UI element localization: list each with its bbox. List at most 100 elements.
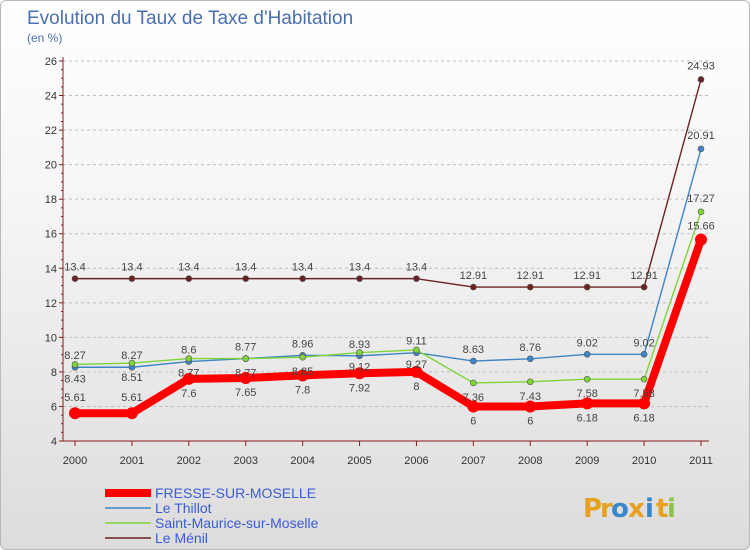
x-tick-label: 2006: [404, 455, 428, 467]
data-point: [353, 367, 366, 380]
data-label: 7.43: [520, 391, 541, 403]
proxiti-logo: Pro x i ti: [583, 494, 676, 524]
data-label: 13.4: [235, 262, 256, 274]
legend-label: Saint-Maurice-sur-Moselle: [155, 515, 319, 531]
data-point: [239, 371, 252, 384]
y-tick-label: 12: [45, 298, 57, 310]
legend-label: Le Thillot: [155, 500, 212, 516]
series-line-3: [71, 235, 705, 418]
data-point: [526, 283, 534, 291]
x-tick-label: 2011: [689, 455, 713, 467]
data-label: 8.27: [64, 350, 85, 362]
data-label: 8.63: [463, 344, 484, 356]
x-tick-label: 2000: [63, 455, 87, 467]
data-label: 6.18: [576, 412, 597, 424]
data-point: [697, 76, 705, 83]
data-label: 8.93: [349, 339, 370, 351]
data-label: 5.61: [64, 392, 85, 404]
y-tick-label: 14: [45, 263, 57, 275]
data-label: 13.4: [178, 262, 199, 274]
data-point: [242, 355, 250, 362]
data-point: [470, 357, 477, 365]
data-point: [413, 275, 420, 282]
y-tick-label: 18: [45, 194, 57, 206]
data-label: 7.65: [235, 387, 256, 399]
x-tick-label: 2009: [575, 455, 599, 467]
data-label: 9.02: [633, 337, 654, 349]
data-point: [526, 378, 534, 386]
chart-title: Evolution du Taux de Taxe d'Habitation: [27, 8, 353, 29]
data-label: 9.02: [576, 337, 597, 349]
data-point: [356, 275, 363, 282]
data-point: [128, 275, 136, 282]
data-label: 8.85: [292, 366, 313, 378]
data-label: 12.91: [573, 270, 601, 282]
data-label: 8.43: [64, 373, 85, 385]
data-point: [71, 275, 79, 282]
data-label: 9.27: [406, 359, 427, 371]
data-label: 9.12: [349, 362, 370, 374]
data-label: 8.96: [292, 338, 313, 350]
data-point: [296, 369, 309, 382]
data-point: [524, 400, 537, 413]
data-point: [640, 375, 648, 383]
data-point: [125, 407, 138, 420]
data-label: 7.6: [181, 388, 196, 400]
data-point: [470, 283, 477, 291]
data-label: 9.11: [406, 336, 427, 348]
data-label: 8.27: [121, 350, 142, 362]
data-point: [638, 397, 651, 410]
chart-subtitle: (en %): [27, 31, 62, 45]
logo-letter: o: [611, 494, 629, 524]
data-point: [583, 350, 591, 358]
data-point: [581, 397, 594, 410]
data-label: 6: [470, 415, 476, 427]
data-label: 13.4: [121, 262, 142, 274]
x-tick-label: 2007: [461, 455, 485, 467]
legend-label: Le Ménil: [155, 530, 208, 546]
data-point: [356, 349, 363, 356]
data-label: 8.77: [235, 368, 256, 380]
data-label: 7.58: [576, 388, 597, 400]
series-line-0: [74, 78, 702, 288]
data-point: [185, 355, 193, 362]
data-label: 6: [527, 415, 533, 427]
logo-letter: x: [628, 494, 645, 524]
data-label: 7.92: [349, 382, 370, 394]
logo-letter: r: [600, 494, 613, 524]
y-tick-label: 24: [45, 91, 57, 103]
data-point: [299, 275, 306, 282]
data-label: 13.4: [64, 262, 85, 274]
y-tick-label: 20: [45, 160, 57, 172]
data-point: [697, 208, 705, 216]
y-tick-label: 4: [51, 436, 57, 448]
x-tick-label: 2001: [120, 455, 144, 467]
logo-letter: t: [656, 494, 668, 524]
data-point: [410, 365, 423, 378]
logo-letter: i: [645, 494, 654, 524]
data-label: 12.91: [517, 270, 545, 282]
data-point: [182, 372, 195, 385]
data-point: [583, 375, 591, 383]
legend-label: FRESSE-SUR-MOSELLE: [155, 485, 316, 501]
data-label: 7.58: [633, 388, 654, 400]
data-label: 13.4: [406, 262, 427, 274]
data-label: 8: [413, 381, 419, 393]
x-tick-label: 2004: [290, 455, 314, 467]
series-line-2: [74, 211, 702, 384]
x-tick-label: 2003: [233, 455, 257, 467]
data-label: 12.91: [460, 270, 488, 282]
y-tick-label: 10: [45, 332, 57, 344]
data-point: [71, 361, 79, 368]
series-line-1: [74, 148, 702, 368]
y-tick-label: 16: [45, 229, 57, 241]
data-label: 7.8: [295, 384, 310, 396]
series-group: [69, 76, 707, 420]
data-label: 17.27: [687, 193, 715, 205]
y-tick-label: 8: [51, 367, 57, 379]
logo-letter: P: [583, 494, 602, 524]
data-label: 8.76: [520, 342, 541, 354]
data-label: 8.77: [235, 342, 256, 354]
data-point: [242, 275, 250, 282]
